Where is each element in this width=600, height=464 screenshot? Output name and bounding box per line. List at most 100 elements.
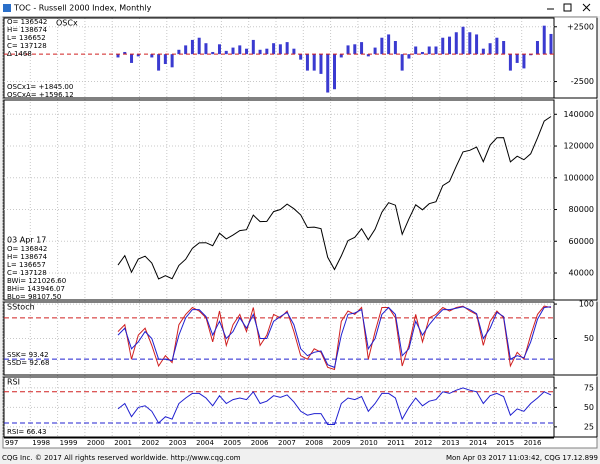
panel-frame bbox=[3, 99, 555, 301]
year-label: 2000 bbox=[87, 439, 105, 447]
readout: SSK= 93.42 bbox=[7, 351, 49, 359]
osc-bar bbox=[400, 54, 404, 71]
osc-bar bbox=[333, 54, 336, 90]
readout: RSI= 66.43 bbox=[7, 428, 47, 436]
osc-bar bbox=[353, 44, 357, 55]
osc-bar bbox=[542, 25, 546, 55]
year-label: 2006 bbox=[251, 439, 269, 447]
readout: L= 136652 bbox=[7, 34, 46, 42]
year-label: 2010 bbox=[360, 439, 378, 447]
osc-bar bbox=[251, 39, 255, 55]
osc-bar bbox=[231, 47, 235, 55]
year-label: 997 bbox=[5, 439, 18, 447]
app-icon bbox=[3, 4, 11, 12]
readout: H= 138674 bbox=[7, 253, 48, 261]
readout: C= 137128 bbox=[7, 42, 47, 50]
status-bar bbox=[0, 450, 600, 464]
osc-bar bbox=[197, 37, 201, 55]
y-tick-label: -2500 bbox=[571, 77, 594, 86]
y-tick-label: 100 bbox=[579, 300, 594, 309]
osc-bar bbox=[495, 37, 499, 55]
year-label: 2007 bbox=[278, 439, 296, 447]
status-right: Mon Apr 03 2017 11:03:42, CQG 17.12.899 bbox=[446, 454, 598, 462]
year-label: 2015 bbox=[496, 439, 514, 447]
osc-bar bbox=[502, 41, 506, 55]
panel-name: RSI bbox=[7, 378, 20, 387]
osc-bar bbox=[299, 54, 303, 60]
osc-bar bbox=[488, 43, 492, 55]
year-label: 2016 bbox=[524, 439, 542, 447]
osc-bar bbox=[414, 46, 418, 55]
osc-bar bbox=[245, 48, 249, 55]
osc-bar bbox=[123, 51, 127, 55]
osc-bar bbox=[481, 48, 485, 55]
osc-bar bbox=[461, 26, 465, 55]
osc-bar bbox=[529, 54, 533, 56]
panel-name: SStoch bbox=[7, 303, 35, 312]
osc-bar bbox=[387, 34, 391, 55]
osc-bar bbox=[305, 54, 309, 71]
osc-bar bbox=[360, 42, 364, 55]
osc-bar bbox=[346, 45, 350, 55]
osc-bar bbox=[549, 33, 553, 55]
window-title: TOC - Russell 2000 Index, Monthly bbox=[13, 4, 152, 13]
year-label: 1998 bbox=[32, 439, 50, 447]
readout: L= 136657 bbox=[7, 261, 46, 269]
year-label: 1999 bbox=[60, 439, 78, 447]
osc-bar bbox=[535, 41, 539, 55]
readout: OSCxA= +1596.12 bbox=[7, 91, 74, 99]
y-tick-label: 75 bbox=[584, 383, 594, 392]
osc-bar bbox=[522, 54, 526, 69]
osc-bar bbox=[265, 48, 269, 55]
year-label: 2008 bbox=[305, 439, 323, 447]
year-label: 2009 bbox=[333, 439, 351, 447]
osc-bar bbox=[373, 47, 377, 55]
osc-bar bbox=[204, 43, 208, 55]
osc-bar bbox=[420, 51, 424, 55]
osc-bar bbox=[475, 34, 479, 55]
status-left: CQG Inc. © 2017 All rights reserved worl… bbox=[2, 454, 241, 462]
year-label: 2002 bbox=[142, 439, 160, 447]
readout: O= 136842 bbox=[7, 245, 47, 253]
year-label: 2011 bbox=[387, 439, 405, 447]
osc-bar bbox=[116, 54, 120, 58]
osc-bar bbox=[238, 45, 242, 55]
y-tick-label: +2500 bbox=[567, 22, 594, 31]
osc-bar bbox=[278, 44, 282, 55]
readout: O= 136542 bbox=[7, 18, 47, 26]
y-tick-label: 60000 bbox=[569, 237, 594, 246]
osc-bar bbox=[508, 54, 512, 71]
year-label: 2005 bbox=[223, 439, 241, 447]
osc-bar bbox=[393, 41, 397, 55]
osc-bar bbox=[454, 32, 458, 55]
close-button[interactable] bbox=[582, 3, 591, 12]
osc-bar bbox=[326, 54, 330, 93]
maximize-button[interactable] bbox=[563, 3, 572, 12]
readout-date: 03 Apr 17 bbox=[7, 236, 46, 245]
osc-bar bbox=[441, 37, 445, 55]
panel-frame bbox=[3, 17, 555, 99]
osc-bar bbox=[170, 54, 174, 68]
readout: C= 137128 bbox=[7, 269, 47, 277]
osc-bar bbox=[211, 51, 215, 55]
osc-bar bbox=[177, 49, 181, 55]
osc-bar bbox=[150, 54, 154, 58]
y-tick-label: 50 bbox=[584, 334, 594, 343]
panel-name: OSCx bbox=[56, 19, 78, 28]
year-label: 2004 bbox=[196, 439, 214, 447]
osc-bar bbox=[272, 43, 276, 55]
osc-bar bbox=[319, 54, 323, 74]
year-label: 2003 bbox=[169, 439, 187, 447]
osc-bar bbox=[184, 45, 188, 55]
y-tick-label: 25 bbox=[584, 422, 594, 431]
series-line bbox=[117, 116, 552, 280]
readout: BWi= 121026.60 bbox=[7, 277, 66, 285]
year-label: 2014 bbox=[469, 439, 487, 447]
osc-bar bbox=[292, 48, 296, 55]
y-tick-label: 100000 bbox=[563, 173, 594, 182]
readout: BHi= 143946.07 bbox=[7, 285, 65, 293]
osc-bar bbox=[224, 50, 228, 55]
osc-bar bbox=[366, 54, 370, 57]
osc-bar bbox=[380, 37, 384, 55]
